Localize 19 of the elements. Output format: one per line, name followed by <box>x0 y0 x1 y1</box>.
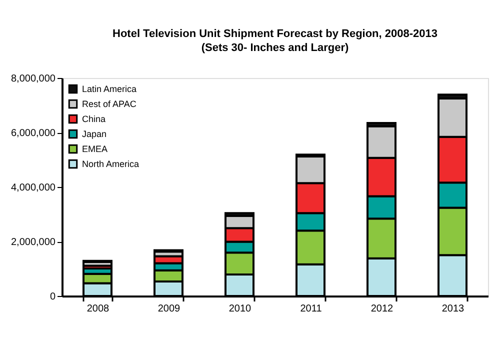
legend-label: North America <box>82 159 140 169</box>
y-tick-label: 4,000,000 <box>11 182 56 194</box>
legend-label: EMEA <box>82 144 108 154</box>
y-tick-label: 6,000,000 <box>11 128 56 139</box>
chart-subtitle: (Sets 30- Inches and Larger) <box>201 42 349 54</box>
x-tick-label: 2009 <box>158 304 181 314</box>
x-tick-label: 2012 <box>370 304 394 314</box>
y-tick-label: 8,000,000 <box>11 74 56 84</box>
y-tick-label: 2,000,000 <box>11 237 56 248</box>
y-tick-label: 0 <box>50 292 56 302</box>
x-tick-label: 2013 <box>442 304 465 314</box>
x-tick-label: 2008 <box>86 304 110 314</box>
x-tick-label: 2011 <box>300 304 322 314</box>
x-tick-label: 2010 <box>228 304 252 314</box>
legend-label: Japan <box>82 129 107 139</box>
legend-label: China <box>82 114 106 124</box>
chart-title: Hotel Television Unit Shipment Forecast by Region, 2008-2013 <box>112 28 438 40</box>
legend-label: Rest of APAC <box>82 99 137 109</box>
legend-label: Latin America <box>82 84 137 94</box>
